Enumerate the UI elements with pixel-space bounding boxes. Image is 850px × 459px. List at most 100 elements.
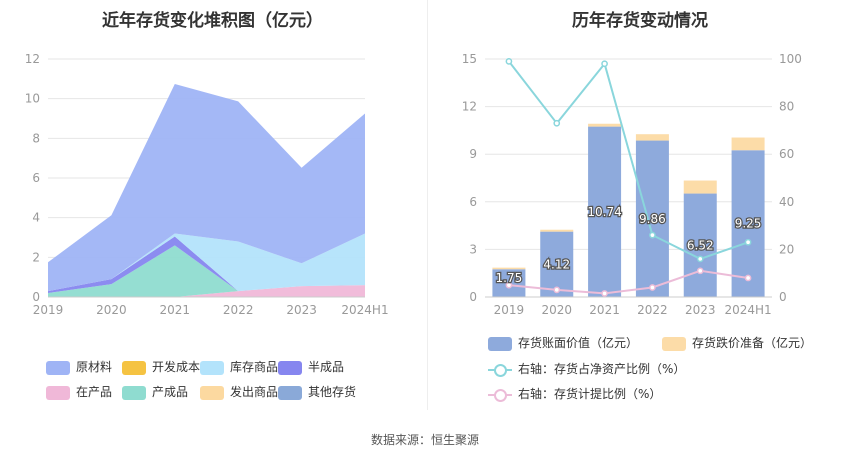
legend-swatch (488, 388, 512, 402)
area-series-库存商品 (48, 233, 365, 292)
legend-item-产成品[interactable]: 产成品 (122, 383, 188, 400)
legend-item-库存商品[interactable]: 库存商品 (200, 358, 278, 375)
bar-impairment-provision (731, 137, 765, 151)
legend-label: 原材料 (76, 360, 113, 374)
legend-swatch (122, 385, 146, 400)
legend-label: 其他存货 (308, 385, 357, 399)
right-x-tick-label: 2021 (589, 303, 620, 317)
legend-item-原材料[interactable]: 原材料 (46, 358, 112, 375)
legend-label: 在产品 (76, 385, 113, 399)
left-y-tick-label: 8 (32, 131, 40, 145)
legend-item-开发成本[interactable]: 开发成本 (122, 358, 200, 375)
legend-swatch (46, 360, 70, 375)
legend-swatch (488, 336, 512, 351)
area-series-原材料 (48, 84, 365, 292)
point-inventory-to-equity (553, 119, 561, 127)
legend-label: 半成品 (308, 360, 345, 374)
legend-item-在产品[interactable]: 在产品 (46, 383, 112, 400)
point-provision-rate (505, 281, 513, 289)
left-y-tick-label: 0 (32, 290, 40, 304)
bar-book-value (683, 193, 717, 297)
left-y-tick-label: 10 (25, 92, 40, 106)
right-x-tick-label: 2022 (637, 303, 668, 317)
bar-impairment-provision (683, 180, 717, 194)
right-y-tick-label: 0 (469, 290, 477, 304)
left-x-tick-label: 2020 (96, 303, 127, 317)
point-provision-rate (553, 286, 561, 294)
bar-impairment-provision (635, 134, 669, 141)
area-series-产成品 (48, 245, 365, 297)
left-x-tick-label: 2023 (286, 303, 317, 317)
left-y-tick-label: 4 (32, 211, 40, 225)
left-x-tick-label: 2021 (160, 303, 191, 317)
bar-book-value (731, 150, 765, 297)
right-y2-tick-label: 80 (779, 100, 794, 114)
legend-label: 库存商品 (230, 360, 279, 374)
right-y-tick-label: 9 (469, 147, 477, 161)
legend-label: 产成品 (152, 385, 189, 399)
legend-item-存货跌价准备（亿元）[interactable]: 存货跌价准备（亿元） (662, 334, 812, 351)
right-x-tick-label: 2020 (541, 303, 572, 317)
legend-item-右轴：存货计提比例（%）[interactable]: 右轴：存货计提比例（%） (488, 385, 661, 402)
point-provision-rate (696, 267, 704, 275)
left-y-tick-label: 6 (32, 171, 40, 185)
right-y-tick-label: 15 (462, 52, 477, 66)
bar-book-value (635, 140, 669, 297)
bar-value-label: 6.52 (687, 238, 714, 252)
legend-swatch (46, 385, 70, 400)
point-provision-rate (649, 284, 656, 291)
legend-label: 存货跌价准备（亿元） (692, 336, 813, 350)
area-series-半成品 (48, 236, 365, 293)
point-inventory-to-equity (696, 255, 704, 263)
legend-item-右轴：存货占净资产比例（%）[interactable]: 右轴：存货占净资产比例（%） (488, 360, 685, 377)
right-chart-title: 历年存货变动情况 (572, 11, 708, 31)
line-provision-rate (508, 269, 749, 295)
point-inventory-to-equity (649, 231, 656, 239)
left-chart-title: 近年存货变化堆积图（亿元） (102, 11, 323, 31)
right-x-tick-label: 2019 (494, 303, 525, 317)
legend-swatch (200, 385, 224, 400)
left-y-tick-label: 12 (25, 52, 40, 66)
legend-label: 右轴：存货占净资产比例（%） (518, 362, 686, 376)
bar-value-label: 10.74 (587, 205, 621, 219)
legend-swatch (488, 363, 512, 377)
point-inventory-to-equity (744, 238, 752, 246)
legend-swatch (662, 336, 686, 351)
bar-book-value (588, 126, 622, 297)
bar-impairment-provision (492, 267, 526, 270)
point-provision-rate (744, 274, 752, 282)
right-y-tick-label: 12 (462, 100, 477, 114)
right-y2-tick-label: 20 (779, 242, 794, 256)
line-inventory-to-equity (508, 60, 749, 260)
legend-label: 开发成本 (152, 360, 201, 374)
left-x-tick-label: 2022 (223, 303, 254, 317)
legend-label: 右轴：存货计提比例（%） (518, 387, 662, 401)
legend-label: 存货账面价值（亿元） (518, 336, 639, 350)
right-y2-tick-label: 100 (779, 52, 802, 66)
legend-item-存货账面价值（亿元）[interactable]: 存货账面价值（亿元） (488, 334, 638, 351)
area-series-在产品 (48, 285, 365, 297)
legend-item-半成品[interactable]: 半成品 (278, 358, 344, 375)
right-y2-tick-label: 60 (779, 147, 794, 161)
right-y2-tick-label: 40 (779, 195, 794, 209)
legend-item-发出商品[interactable]: 发出商品 (200, 383, 278, 400)
point-inventory-to-equity (601, 60, 608, 68)
bar-value-label: 9.86 (639, 212, 666, 226)
right-x-tick-label: 2024H1 (724, 303, 771, 317)
point-provision-rate (601, 290, 608, 297)
right-y2-tick-label: 0 (779, 290, 787, 304)
left-x-tick-label: 2024H1 (341, 303, 388, 317)
point-inventory-to-equity (505, 58, 513, 65)
right-x-tick-label: 2023 (685, 303, 716, 317)
bar-value-label: 9.25 (735, 217, 762, 231)
legend-item-其他存货[interactable]: 其他存货 (278, 383, 356, 400)
right-y-tick-label: 6 (469, 195, 477, 209)
legend-swatch (278, 360, 302, 375)
legend-swatch (200, 360, 224, 375)
bar-book-value (540, 231, 574, 297)
legend-swatch (122, 360, 146, 375)
legend-label: 发出商品 (230, 385, 279, 399)
bar-value-label: 4.12 (543, 257, 570, 271)
bar-impairment-provision (540, 229, 574, 232)
